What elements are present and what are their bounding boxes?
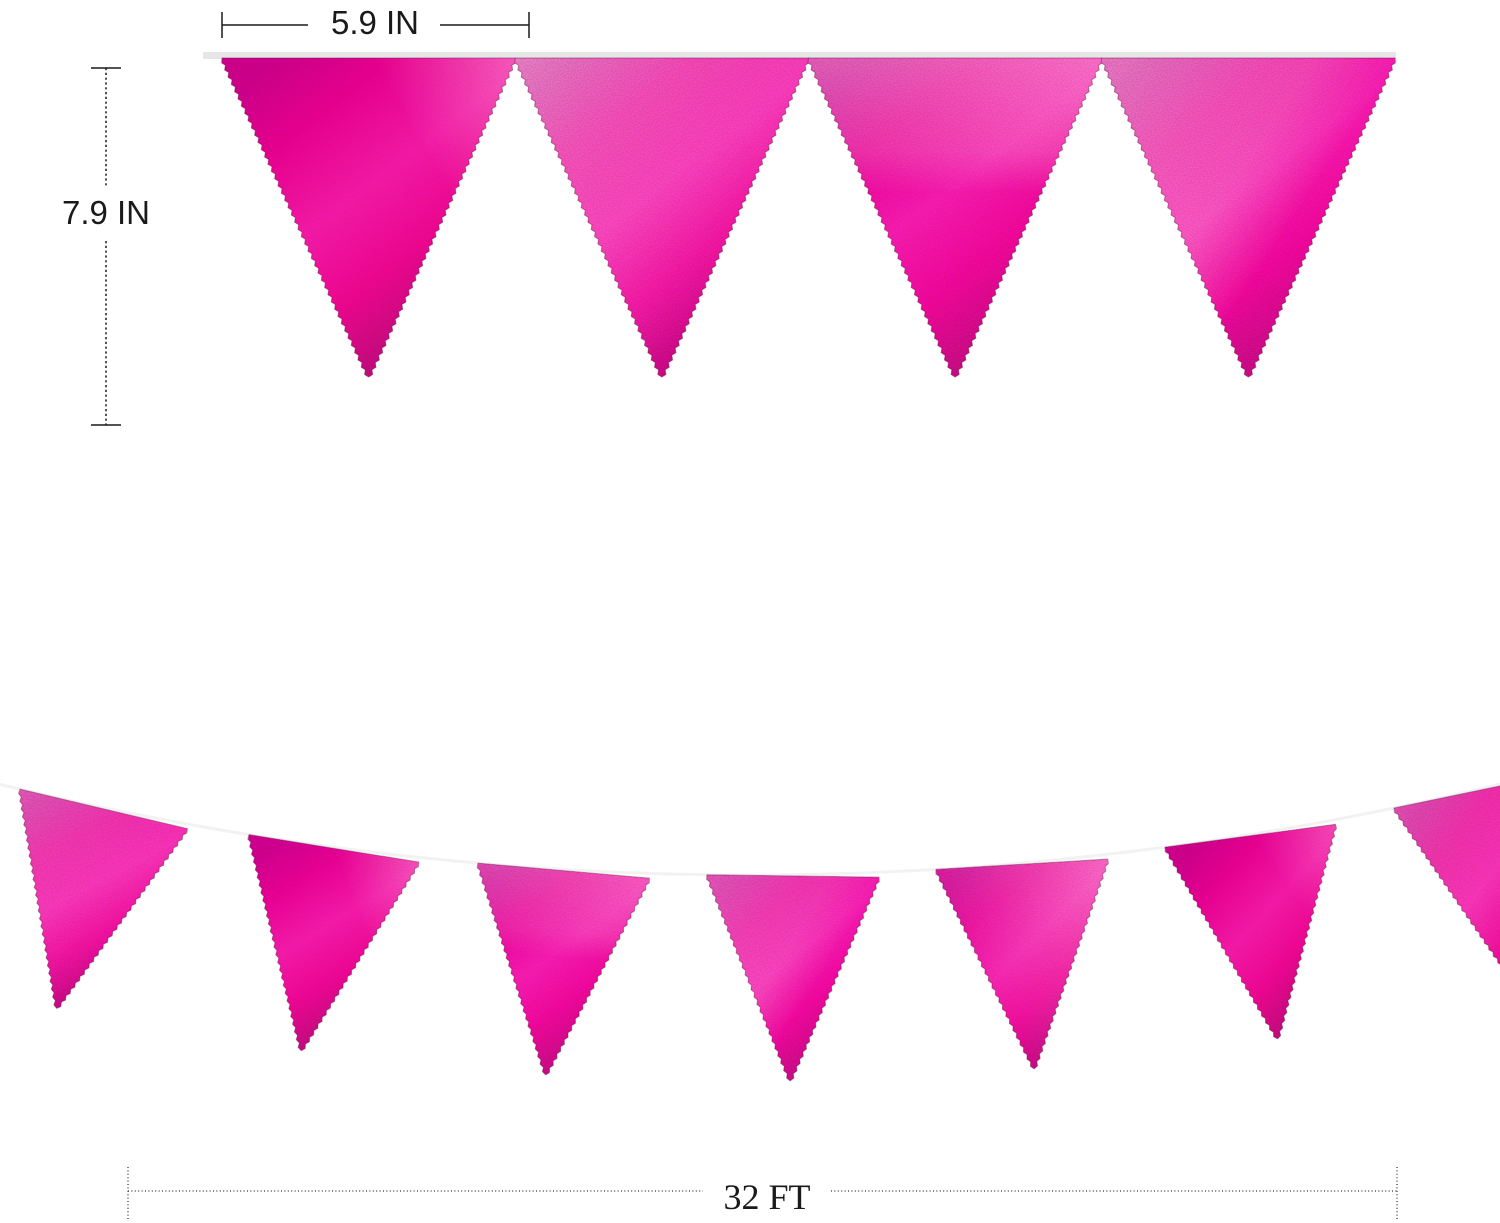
svg-text:5.9 IN: 5.9 IN xyxy=(331,4,419,41)
svg-text:7.9 IN: 7.9 IN xyxy=(62,194,150,231)
svg-text:32 FT: 32 FT xyxy=(723,1177,810,1217)
